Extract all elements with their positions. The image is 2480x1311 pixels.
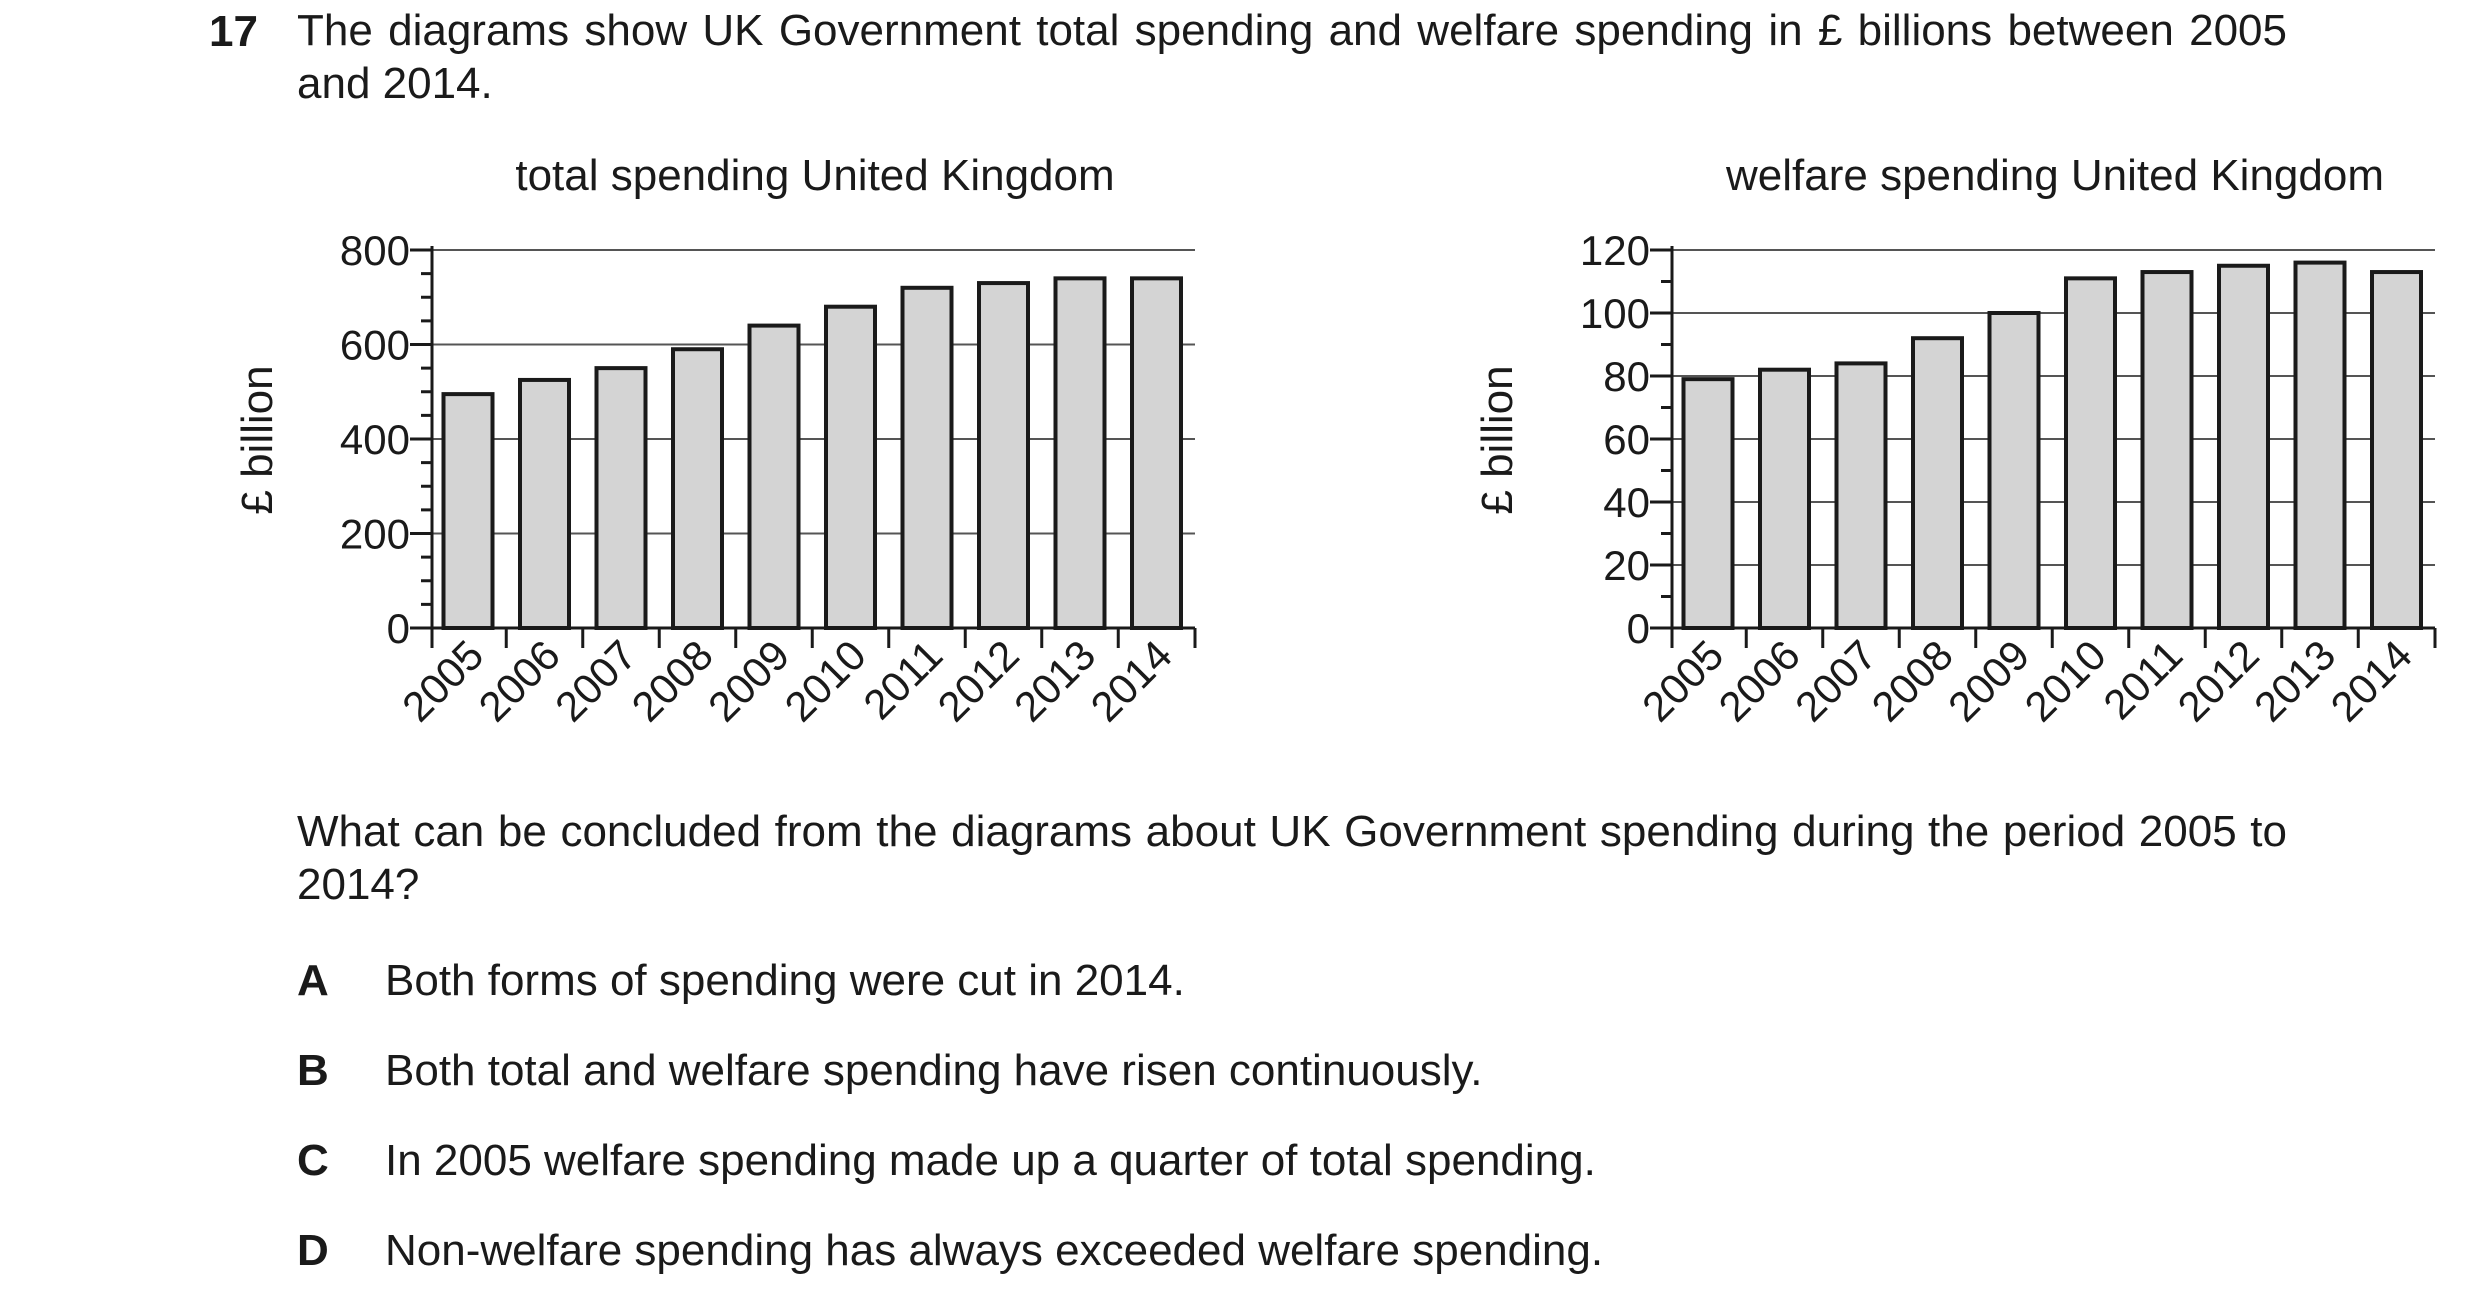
bar-2014 <box>2370 270 2423 631</box>
bar-2010 <box>2064 276 2117 630</box>
bar-2009 <box>1987 311 2041 630</box>
x-tick-label: 2008 <box>1863 631 1962 730</box>
bar-2009 <box>747 323 801 630</box>
y-tick-label: 200 <box>340 511 410 558</box>
x-tick-label: 2007 <box>546 631 645 730</box>
x-tick-label: 2013 <box>1005 631 1104 730</box>
option-a[interactable]: A Both forms of spending were cut in 2014… <box>297 953 1185 1009</box>
bar-2008 <box>1911 336 1964 630</box>
bar-2012 <box>977 281 1030 630</box>
bar-2012 <box>2217 263 2270 630</box>
bar-2013 <box>2293 260 2347 630</box>
bar-2013 <box>1053 276 1107 630</box>
option-letter: D <box>297 1226 329 1275</box>
y-tick-label: 40 <box>1603 479 1650 526</box>
bar-2005 <box>1681 377 1735 630</box>
question-stem: The diagrams show UK Government total sp… <box>297 6 2287 108</box>
x-tick-label: 2012 <box>929 631 1028 730</box>
chart-title: total spending United Kingdom <box>515 151 1114 200</box>
x-tick-label: 2011 <box>2094 631 2191 728</box>
x-tick-label: 2009 <box>1939 631 2038 730</box>
option-text: In 2005 welfare spending made up a quart… <box>385 1136 1596 1185</box>
welfare-spending-chart: welfare spending United Kingdom £ billion… <box>1473 151 2437 730</box>
y-axis-label: £ billion <box>1473 365 1522 514</box>
option-c[interactable]: C In 2005 welfare spending made up a quar… <box>297 1133 1596 1189</box>
total-spending-chart: total spending United Kingdom £ billion 0 2… <box>233 151 1197 730</box>
chart-title: welfare spending United Kingdom <box>1725 151 2384 200</box>
option-b[interactable]: B Both total and welfare spending have ri… <box>297 1043 1482 1099</box>
bar-2014 <box>1130 276 1183 630</box>
option-letter: A <box>297 956 329 1005</box>
x-tick-label: 2011 <box>854 631 951 728</box>
x-tick-label: 2006 <box>470 631 569 730</box>
y-tick-label: 60 <box>1603 416 1650 463</box>
option-letter: B <box>297 1046 329 1095</box>
y-tick-label: 80 <box>1603 353 1650 400</box>
bar-2011 <box>2140 270 2194 631</box>
y-tick-label: 120 <box>1580 227 1650 274</box>
y-tick-label: 600 <box>340 322 410 369</box>
y-tick-label: 0 <box>387 605 410 652</box>
x-tick-label: 2010 <box>2016 631 2115 730</box>
bar-2010 <box>824 304 877 630</box>
x-tick-label: 2008 <box>623 631 722 730</box>
y-tick-label: 20 <box>1603 542 1650 589</box>
x-tick-label: 2009 <box>699 631 798 730</box>
option-letter: C <box>297 1136 329 1185</box>
y-axis-label: £ billion <box>233 365 282 514</box>
x-tick-label: 2014 <box>1082 631 1181 730</box>
bar-2011 <box>900 285 954 631</box>
bar-2006 <box>518 377 571 630</box>
x-tick-label: 2014 <box>2322 631 2421 730</box>
bar-2007 <box>1834 361 1888 630</box>
question-number: 17 <box>209 7 258 56</box>
bar-2006 <box>1758 367 1811 630</box>
x-tick-label: 2007 <box>1786 631 1885 730</box>
bar-2008 <box>671 347 724 630</box>
x-tick-label: 2010 <box>776 631 875 730</box>
x-tick-label: 2013 <box>2245 631 2344 730</box>
bar-2005 <box>441 392 495 630</box>
x-tick-label: 2006 <box>1710 631 1809 730</box>
y-tick-label: 400 <box>340 416 410 463</box>
x-tick-label: 2012 <box>2169 631 2268 730</box>
y-tick-label: 0 <box>1627 605 1650 652</box>
bar-2007 <box>594 366 648 630</box>
option-text: Both forms of spending were cut in 2014. <box>385 956 1185 1005</box>
option-d[interactable]: D Non-welfare spending has always exceede… <box>297 1223 1603 1279</box>
y-tick-label: 800 <box>340 227 410 274</box>
option-text: Both total and welfare spending have ris… <box>385 1046 1483 1095</box>
option-text: Non-welfare spending has always exceeded… <box>385 1226 1604 1275</box>
y-tick-label: 100 <box>1580 290 1650 337</box>
question-prompt: What can be concluded from the diagrams … <box>297 807 2287 909</box>
